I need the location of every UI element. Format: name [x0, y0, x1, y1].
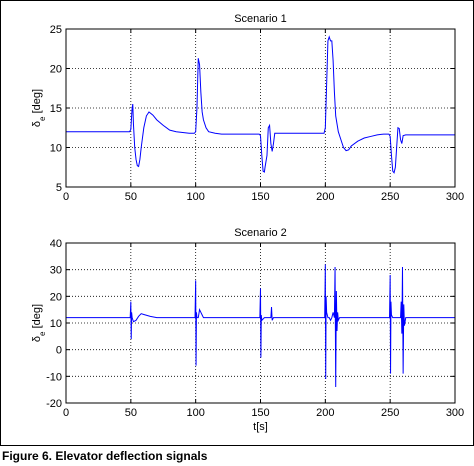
- chart-2-ytick-label-5: 30: [50, 265, 62, 277]
- chart-2-ytick-label-2: 0: [56, 345, 62, 357]
- chart-1-title: Scenario 1: [234, 13, 287, 25]
- chart-2-series-line-1: [66, 264, 455, 388]
- chart-2-xtick-label-0: 0: [63, 407, 69, 419]
- chart-2-ylabel-unit: [deg]: [31, 304, 43, 332]
- chart-2-xlabel: t[s]: [253, 421, 268, 433]
- chart-2-ylabel-subscript: e: [38, 331, 47, 336]
- chart-1-ylabel-symbol: δ: [31, 121, 43, 127]
- chart-1-xtick-label-2: 100: [186, 191, 204, 203]
- chart-2-ytick-label-3: 10: [50, 318, 62, 330]
- chart-2-ylabel: δe [deg]: [31, 304, 47, 342]
- chart-2-ylabel-symbol: δ: [31, 336, 43, 342]
- chart-1-xtick-label-0: 0: [63, 191, 69, 203]
- chart-2-xtick-label-4: 200: [316, 407, 334, 419]
- chart-1-ylabel: δe [deg]: [31, 89, 47, 127]
- figure-frame: 0 50 100 150 200 250 300 5 10 15 20 25 Scenario 1 δe …: [0, 0, 474, 446]
- chart-2-ytick-label-6: 40: [50, 238, 62, 250]
- figure-caption: Figure 6. Elevator deflection signals: [2, 449, 208, 463]
- chart-2-xtick-label-1: 50: [125, 407, 137, 419]
- chart-2-title: Scenario 2: [234, 227, 287, 239]
- chart-1-ytick-label-1: 10: [50, 143, 62, 155]
- chart-2-ytick-label-4: 20: [50, 291, 62, 303]
- chart-1-ylabel-subscript: e: [38, 116, 47, 121]
- chart-1-ytick-label-2: 15: [50, 103, 62, 115]
- chart-2-ytick-label-0: -20: [46, 398, 62, 410]
- chart-2-xtick-label-3: 150: [251, 407, 269, 419]
- chart-2-ytick-label-1: -10: [46, 371, 62, 383]
- chart-2-xtick-label-6: 300: [446, 407, 464, 419]
- chart-1-xtick-label-6: 300: [446, 191, 464, 203]
- chart-1-xtick-label-1: 50: [125, 191, 137, 203]
- chart-1-xtick-label-5: 250: [381, 191, 399, 203]
- chart-1-series-line-1: [66, 35, 455, 174]
- chart-1-ytick-label-0: 5: [56, 182, 62, 194]
- chart-1-ytick-label-3: 20: [50, 64, 62, 76]
- chart-1-xtick-label-4: 200: [316, 191, 334, 203]
- chart-1-xtick-label-3: 150: [251, 191, 269, 203]
- chart-2-xtick-label-5: 250: [381, 407, 399, 419]
- chart-1-ytick-label-4: 25: [50, 24, 62, 36]
- chart-2-xtick-label-2: 100: [186, 407, 204, 419]
- chart-1-ylabel-unit: [deg]: [31, 89, 43, 117]
